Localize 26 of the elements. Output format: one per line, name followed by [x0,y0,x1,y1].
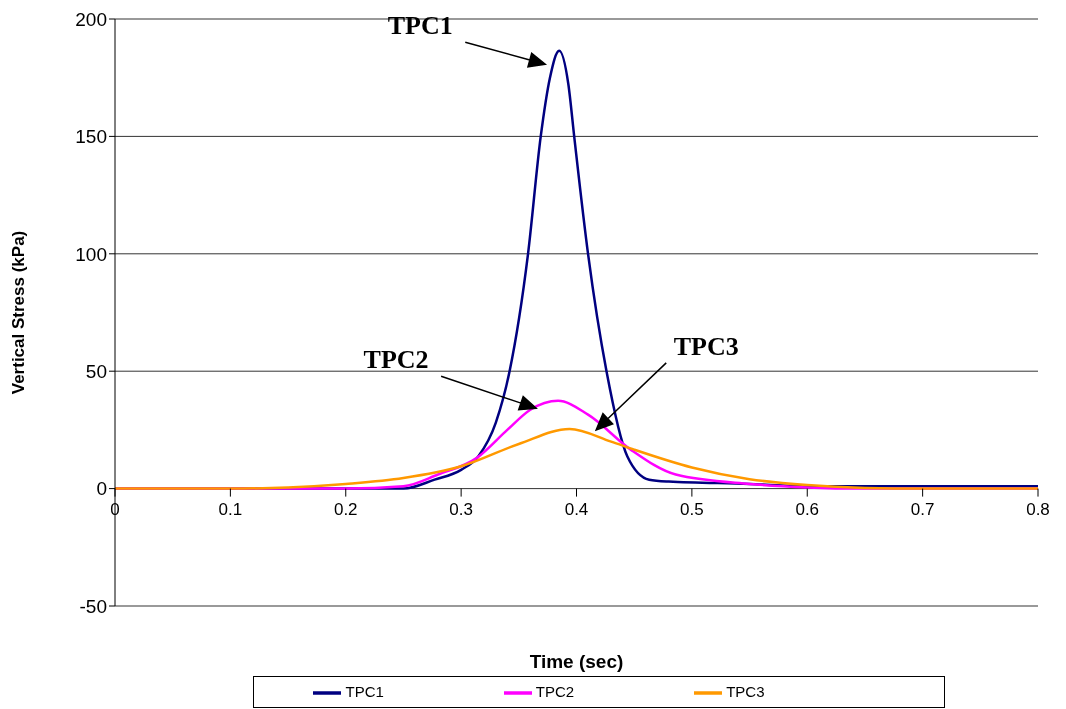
annotation: TPC3 [673,331,739,361]
legend-label: TPC3 [726,682,765,700]
y-axis-title: Vertical Stress (kPa) [9,230,29,395]
y-tick-label: -50 [79,595,107,617]
y-tick-label: 50 [85,360,107,382]
x-tick-label: 0 [110,499,120,519]
x-tick-label: 0.2 [333,499,358,519]
y-tick-label: 200 [75,8,107,30]
legend-label: TPC2 [535,682,575,700]
x-tick-label: 0.4 [564,499,589,519]
legend-label: TPC1 [345,682,384,700]
x-tick-label: 0.6 [795,499,820,519]
arrow-callout: TPC2 [363,345,537,411]
x-tick-label: 0.5 [680,499,704,519]
x-axis-title: Time (sec) [529,651,624,672]
y-tick-label: 100 [75,243,107,265]
arrow-callout: TPC1 [387,11,546,68]
x-tick-label: 0.1 [218,499,243,519]
x-tick-label: 0.3 [449,499,473,519]
y-tick-label: 150 [75,126,107,148]
arrow-callout: TPC3 [595,331,739,431]
annotation: TPC2 [363,345,429,375]
annotation: TPC1 [387,11,453,41]
y-tick-label: 0 [96,478,107,500]
x-tick-label: 0.8 [1026,499,1050,519]
x-tick-label: 0.7 [910,499,935,519]
